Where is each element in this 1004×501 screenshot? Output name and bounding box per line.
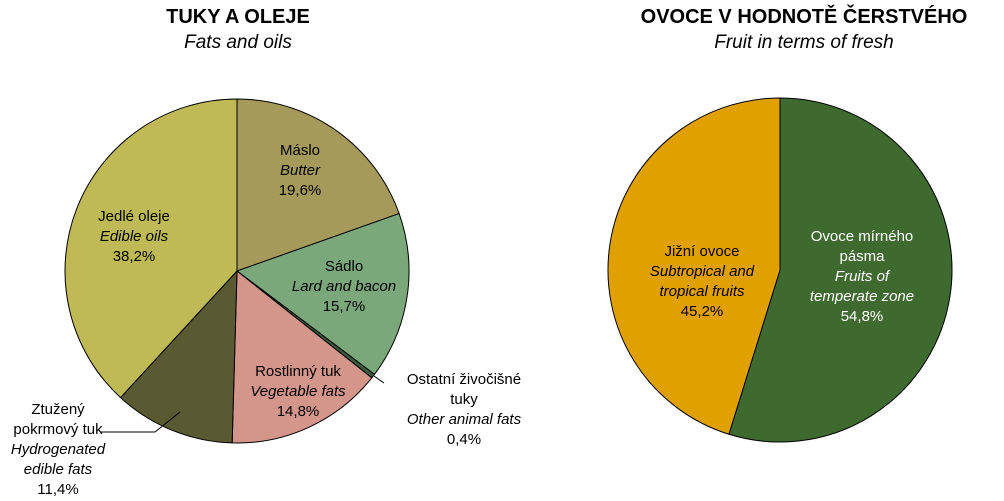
slice-value-temperate: 54,8% xyxy=(841,308,884,325)
slice-value-lard: 15,7% xyxy=(323,298,366,315)
slice-value-subtropical: 45,2% xyxy=(681,303,724,320)
slice-label-butter-en: Butter xyxy=(280,162,321,179)
slice-label-butter: Máslo xyxy=(280,142,320,159)
pie-slice-subtropical-and-tropical-fruits xyxy=(607,97,781,435)
slice-label-temperate-en: Fruits of xyxy=(835,268,891,285)
slice-label-edible-oils-en: Edible oils xyxy=(100,228,169,245)
slice-value-butter: 19,6% xyxy=(279,182,322,199)
slice-label-temperate-en-2: temperate zone xyxy=(810,288,914,305)
slice-label-other-animal-fats-2: tuky xyxy=(450,391,478,408)
chart-title-fruit: OVOCE V HODNOTĚ ČERSTVÉHO xyxy=(640,6,968,28)
pie-slice-edible-oils xyxy=(64,98,238,399)
chart-subtitle-fruit: Fruit in terms of fresh xyxy=(714,32,894,53)
pie-slice-lard-and-bacon xyxy=(235,212,410,376)
leader-line-hydrogenated xyxy=(100,411,181,433)
slice-label-temperate-2: pásma xyxy=(839,248,885,265)
slice-label-lard: Sádlo xyxy=(325,258,363,275)
slice-label-temperate: Ovoce mírného xyxy=(811,228,914,245)
slice-label-other-animal-fats: Ostatní živočišné xyxy=(407,371,521,388)
slice-value-edible-oils: 38,2% xyxy=(113,248,156,265)
pie-fats xyxy=(64,98,410,444)
pie-slice-hydrogenated-edible-fats xyxy=(119,269,238,444)
pie-slice-butter xyxy=(236,98,400,272)
slice-label-hydrogenated: Ztužený xyxy=(31,401,85,418)
slice-value-vegetable: 14,8% xyxy=(277,403,320,420)
slice-label-subtropical: Jižní ovoce xyxy=(664,243,739,260)
slice-label-hydrogenated-en-2: edible fats xyxy=(24,461,93,478)
slice-label-lard-en: Lard and bacon xyxy=(292,278,396,295)
leader-line-other-animal-fats xyxy=(373,375,385,384)
slice-label-hydrogenated-2: pokrmový tuk xyxy=(13,421,103,438)
slice-label-vegetable-en: Vegetable fats xyxy=(250,383,346,400)
slice-label-subtropical-en-2: tropical fruits xyxy=(659,283,745,300)
slice-label-vegetable: Rostlinný tuk xyxy=(255,363,341,380)
pie-fruit xyxy=(607,97,953,443)
slice-label-edible-oils: Jedlé oleje xyxy=(98,208,170,225)
slice-label-hydrogenated-en: Hydrogenated xyxy=(11,441,106,458)
slice-value-other-animal-fats: 0,4% xyxy=(447,431,481,448)
pie-slice-vegetable-fats xyxy=(231,269,373,444)
pie-slice-fruits-of-temperate-zone xyxy=(728,97,953,443)
slice-label-other-animal-fats-en: Other animal fats xyxy=(407,411,522,428)
chart-subtitle-fats: Fats and oils xyxy=(184,32,292,53)
slice-label-subtropical-en: Subtropical and xyxy=(650,263,755,280)
chart-title-fats: TUKY A OLEJE xyxy=(166,6,310,28)
slice-value-hydrogenated: 11,4% xyxy=(37,481,78,498)
